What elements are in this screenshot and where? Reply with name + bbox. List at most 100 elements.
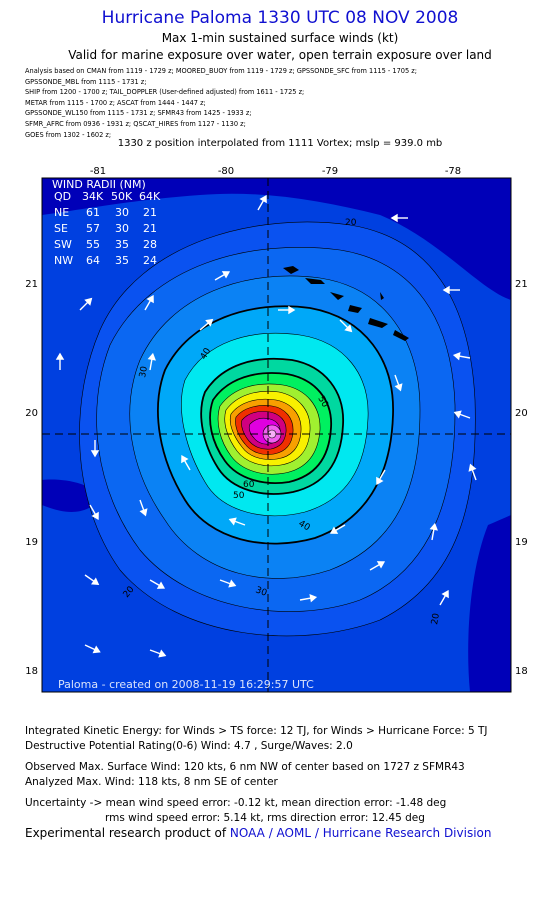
wind-radii-cell: 35 (115, 238, 129, 251)
wind-arrow (452, 352, 471, 361)
hispaniola-landmass (468, 515, 511, 692)
wind-radii-header: 50K (111, 190, 133, 203)
wind-arrow (468, 463, 477, 481)
wind-arrow (329, 524, 346, 534)
position-note: 1330 z position interpolated from 1111 V… (117, 138, 443, 149)
lat-tick-label: 20 (25, 408, 38, 419)
wind-radii-cell: NE (54, 206, 69, 219)
wind-radii-cell: 21 (143, 222, 157, 235)
wind-radii-cell: 21 (143, 206, 157, 219)
wind-arrow (376, 469, 386, 486)
wind-arrow (429, 522, 438, 541)
lat-tick-label: 20 (515, 408, 528, 419)
lat-tick-label: 18 (515, 666, 528, 677)
source-line: SHIP from 1200 - 1700 z; TAIL_DOPPLER (U… (25, 88, 305, 97)
wind-radii-cell: SW (54, 238, 72, 251)
wind-arrow (181, 454, 191, 471)
wind-radii-cell: SE (54, 222, 68, 235)
contour-label: 20 (430, 612, 442, 625)
map-title: Hurricane Paloma 1330 UTC 08 NOV 2008 (101, 8, 459, 28)
lat-tick-label: 21 (515, 279, 528, 290)
source-line: GOES from 1302 - 1602 z; (25, 130, 112, 139)
contour-label: 20 (345, 218, 357, 228)
wind-arrow (369, 561, 386, 571)
wind-arrow (257, 194, 267, 211)
wind-radii-cell: 30 (115, 206, 129, 219)
source-line: GPSSONDE_WL150 from 1115 - 1731 z; SFMR4… (25, 109, 252, 118)
credit-organization-link[interactable]: NOAA / AOML / Hurricane Research Divisio… (229, 826, 492, 840)
wind-arrow (390, 213, 408, 223)
wind-radii-header: 34K (82, 190, 104, 203)
lon-tick-label: -79 (322, 166, 338, 177)
contour-label: 30 (138, 365, 150, 378)
wind-radii-cell: NW (54, 254, 73, 267)
lon-tick-label: -81 (90, 166, 106, 177)
wind-arrow (144, 294, 154, 311)
source-line: GPSSONDE_MBL from 1115 - 1731 z; (25, 77, 147, 86)
wind-radii-cell: 57 (86, 222, 100, 235)
wind-arrow (149, 649, 167, 658)
source-line: Analysis based on CMAN from 1119 - 1729 … (25, 67, 417, 75)
wind-arrow (79, 297, 93, 311)
wind-arrow (299, 594, 318, 603)
wind-radii-cell: 24 (143, 254, 157, 267)
island-chain (283, 266, 409, 341)
source-line: SFMR_AFRC from 0936 - 1931 z; QSCAT_HIRE… (25, 119, 246, 128)
wind-arrow (139, 499, 148, 517)
credit-line: Experimental research product of NOAA / … (25, 826, 491, 840)
uncertainty-rms: rms wind speed error: 5.14 kt, rms direc… (105, 812, 425, 824)
wind-radii-header: 64K (139, 190, 161, 203)
wind-radii-cell: 64 (86, 254, 100, 267)
contour-label: 60 (243, 480, 255, 490)
lat-tick-label: 18 (25, 666, 38, 677)
wind-arrow (278, 305, 296, 315)
wind-radii-cell: 55 (86, 238, 100, 251)
wind-arrow (219, 579, 237, 588)
wind-arrow (149, 579, 166, 589)
observed-max-wind: Observed Max. Surface Wind: 120 kts, 6 n… (25, 761, 465, 773)
wind-arrow (394, 374, 403, 392)
wind-arrow (439, 589, 449, 606)
dpr-line: Destructive Potential Rating(0-6) Wind: … (25, 740, 353, 752)
wind-arrow (442, 285, 460, 295)
wind-arrow (228, 517, 246, 526)
wind-radii-cell: 30 (115, 222, 129, 235)
cuba-landmass (42, 178, 511, 300)
wind-arrow (214, 271, 231, 281)
contour-label: 50 (233, 491, 245, 501)
wind-arrow (453, 410, 471, 419)
wind-radii-cell: 28 (143, 238, 157, 251)
wind-radii-cell: 35 (115, 254, 129, 267)
validity-note: Valid for marine exposure over water, op… (68, 48, 492, 62)
lon-tick-label: -78 (445, 166, 461, 177)
wind-radii-table: WIND RADII (NM) QD 34K 50K 64K NE 61 30 … (52, 178, 161, 267)
wind-arrow (339, 319, 353, 333)
wind-arrow (84, 644, 101, 654)
credit-prefix: Experimental research product of (25, 826, 230, 840)
wind-arrow (84, 574, 100, 585)
wind-arrow (55, 352, 65, 370)
map-frame (41, 177, 512, 693)
storm-statistics: Integrated Kinetic Energy: for Winds > T… (25, 724, 487, 826)
lon-tick-label: -80 (218, 166, 234, 177)
wind-radii-cell: 61 (86, 206, 100, 219)
map-subtitle: Max 1-min sustained surface winds (kt) (161, 31, 399, 45)
data-sources-list: Analysis based on CMAN from 1119 - 1729 … (25, 66, 417, 140)
lat-tick-label: 19 (515, 537, 528, 548)
uncertainty-mean: Uncertainty -> mean wind speed error: -0… (25, 797, 447, 809)
source-line: METAR from 1115 - 1700 z; ASCAT from 144… (25, 98, 206, 107)
wind-radii-title: WIND RADII (NM) (52, 178, 146, 191)
contour-label: 30 (254, 585, 268, 598)
wind-analysis-map: -81 -80 -79 -78 -81 -80 -79 -78 21 20 19… (25, 166, 528, 693)
wind-arrow (90, 440, 100, 458)
creation-stamp: Paloma - created on 2008-11-19 16:29:57 … (58, 678, 314, 691)
wind-arrow (89, 504, 99, 521)
lat-tick-label: 19 (25, 537, 38, 548)
ike-line: Integrated Kinetic Energy: for Winds > T… (25, 725, 488, 737)
analyzed-max-wind: Analyzed Max. Wind: 118 kts, 8 nm SE of … (25, 776, 278, 788)
wind-radii-header: QD (54, 190, 71, 203)
lat-tick-label: 21 (25, 279, 38, 290)
wind-arrow (199, 318, 214, 331)
wind-vectors (55, 194, 477, 658)
wind-arrow (147, 352, 156, 371)
